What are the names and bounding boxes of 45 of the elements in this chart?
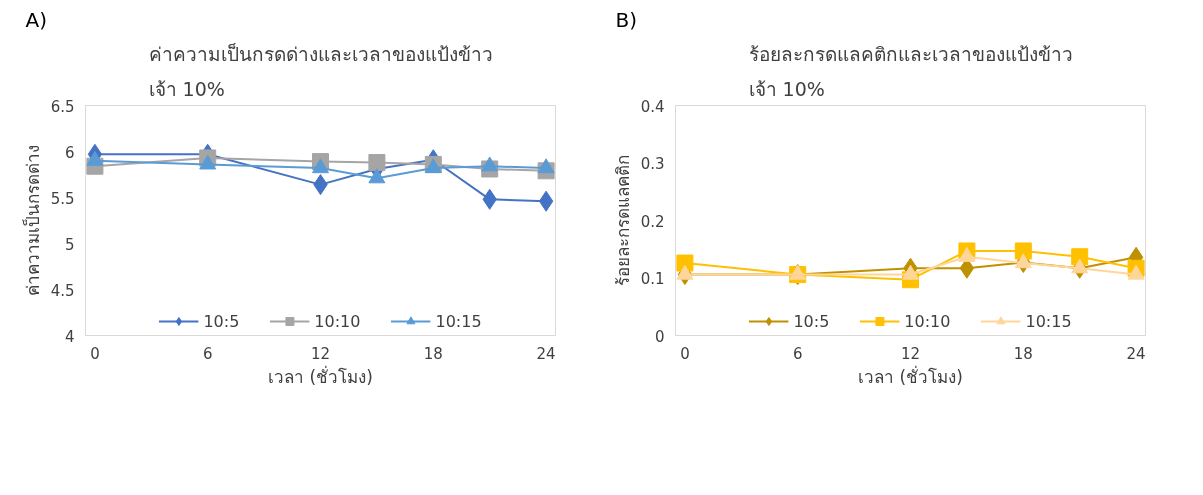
x-tick-label: 12 [900, 344, 921, 363]
x-axis-title: เวลา (ชั่วโมง) [268, 364, 373, 387]
y-tick-label: 4.5 [50, 281, 75, 300]
legend-label: 10:10 [314, 311, 361, 331]
y-tick-label: 5.5 [50, 189, 75, 208]
y-tick-label: 0 [654, 327, 665, 346]
legend-label: 10:15 [435, 311, 482, 331]
point [537, 158, 555, 174]
text: A) [25, 7, 47, 32]
x-axis-title: เวลา (ชั่วโมง) [858, 364, 963, 387]
point [1014, 242, 1032, 260]
y-axis-title: ค่าความเป็นกรดด่าง [21, 145, 43, 296]
legend-label: 10:5 [203, 311, 240, 331]
x-tick-label: 24 [536, 344, 556, 363]
x-tick-label: 18 [1013, 344, 1033, 363]
chart-title: ร้อยละกรดแลคติกและเวลาของแป้งข้าว เจ้า 10% [748, 43, 1073, 101]
y-tick-label: 5 [64, 235, 75, 254]
y-axis-title: ร้อยละกรดแลคติก [612, 155, 633, 286]
point [368, 154, 386, 172]
y-tick-label: 0.3 [640, 155, 665, 173]
point [368, 168, 386, 184]
x-tick-label: 0 [90, 344, 100, 363]
y-tick-label: 0.1 [640, 270, 665, 288]
legend-label: 10:5 [793, 311, 830, 331]
text: B) [615, 7, 638, 32]
x-tick-label: 12 [310, 344, 331, 363]
x-tick-label: 0 [680, 344, 690, 363]
x-tick-label: 6 [792, 344, 803, 363]
y-tick-label: 6 [64, 143, 75, 162]
point [1071, 258, 1089, 274]
x-tick-label: 24 [1126, 344, 1146, 363]
point [199, 154, 217, 170]
y-tick-label: 4 [64, 327, 75, 346]
point [312, 158, 329, 174]
legend-label: 10:15 [1025, 311, 1072, 331]
legend-label: 10:10 [904, 311, 951, 331]
point [481, 156, 499, 172]
point [538, 190, 554, 212]
y-tick-label: 0.4 [640, 97, 665, 116]
chart-title: ค่าความเป็นกรดด่างและเวลาของแป้งข้าว เจ้า 10% [148, 42, 493, 101]
x-tick-label: 18 [423, 344, 443, 363]
y-tick-label: 0.2 [640, 212, 665, 231]
y-tick-label: 6.5 [50, 97, 75, 116]
x-tick-label: 6 [202, 344, 213, 363]
point [1014, 253, 1032, 269]
